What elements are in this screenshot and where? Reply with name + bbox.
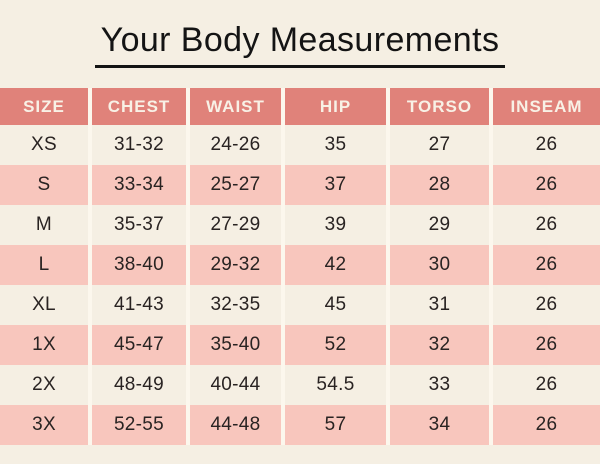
- cell-chest: 33-34: [92, 165, 186, 205]
- cell-size: M: [0, 205, 88, 245]
- cell-inseam: 26: [493, 245, 600, 285]
- cell-size: L: [0, 245, 88, 285]
- table-row-3x: 3X 52-55 44-48 57 34 26: [0, 405, 600, 445]
- cell-chest: 41-43: [92, 285, 186, 325]
- column-header-waist: WAIST: [190, 88, 281, 125]
- cell-size: S: [0, 165, 88, 205]
- cell-hip: 57: [285, 405, 386, 445]
- table-row-s: S 33-34 25-27 37 28 26: [0, 165, 600, 205]
- cell-size: XS: [0, 125, 88, 165]
- cell-torso: 32: [390, 325, 489, 365]
- title-area: Your Body Measurements: [0, 0, 600, 88]
- cell-torso: 33: [390, 365, 489, 405]
- cell-hip: 54.5: [285, 365, 386, 405]
- cell-chest: 48-49: [92, 365, 186, 405]
- column-header-inseam: INSEAM: [493, 88, 600, 125]
- table-row-l: L 38-40 29-32 42 30 26: [0, 245, 600, 285]
- table-header-row: SIZE CHEST WAIST HIP TORSO INSEAM: [0, 88, 600, 125]
- cell-inseam: 26: [493, 405, 600, 445]
- page-title: Your Body Measurements: [94, 21, 506, 68]
- measurements-table: SIZE CHEST WAIST HIP TORSO INSEAM XS 31-…: [0, 88, 600, 445]
- cell-torso: 29: [390, 205, 489, 245]
- cell-inseam: 26: [493, 165, 600, 205]
- cell-waist: 25-27: [190, 165, 281, 205]
- table-row-1x: 1X 45-47 35-40 52 32 26: [0, 325, 600, 365]
- table-row-2x: 2X 48-49 40-44 54.5 33 26: [0, 365, 600, 405]
- cell-chest: 45-47: [92, 325, 186, 365]
- cell-waist: 35-40: [190, 325, 281, 365]
- cell-hip: 42: [285, 245, 386, 285]
- cell-torso: 30: [390, 245, 489, 285]
- cell-chest: 35-37: [92, 205, 186, 245]
- cell-inseam: 26: [493, 365, 600, 405]
- table-row-xs: XS 31-32 24-26 35 27 26: [0, 125, 600, 165]
- cell-size: 1X: [0, 325, 88, 365]
- cell-inseam: 26: [493, 285, 600, 325]
- column-header-chest: CHEST: [92, 88, 186, 125]
- cell-hip: 45: [285, 285, 386, 325]
- cell-size: 3X: [0, 405, 88, 445]
- cell-hip: 39: [285, 205, 386, 245]
- cell-inseam: 26: [493, 205, 600, 245]
- cell-torso: 31: [390, 285, 489, 325]
- column-header-hip: HIP: [285, 88, 386, 125]
- cell-waist: 24-26: [190, 125, 281, 165]
- cell-waist: 29-32: [190, 245, 281, 285]
- cell-torso: 28: [390, 165, 489, 205]
- cell-inseam: 26: [493, 325, 600, 365]
- cell-chest: 31-32: [92, 125, 186, 165]
- table-row-xl: XL 41-43 32-35 45 31 26: [0, 285, 600, 325]
- cell-waist: 32-35: [190, 285, 281, 325]
- cell-hip: 37: [285, 165, 386, 205]
- table-row-m: M 35-37 27-29 39 29 26: [0, 205, 600, 245]
- cell-inseam: 26: [493, 125, 600, 165]
- cell-waist: 44-48: [190, 405, 281, 445]
- cell-size: XL: [0, 285, 88, 325]
- cell-torso: 27: [390, 125, 489, 165]
- column-header-size: SIZE: [0, 88, 88, 125]
- cell-size: 2X: [0, 365, 88, 405]
- cell-torso: 34: [390, 405, 489, 445]
- cell-waist: 40-44: [190, 365, 281, 405]
- cell-hip: 52: [285, 325, 386, 365]
- cell-hip: 35: [285, 125, 386, 165]
- cell-waist: 27-29: [190, 205, 281, 245]
- cell-chest: 52-55: [92, 405, 186, 445]
- cell-chest: 38-40: [92, 245, 186, 285]
- column-header-torso: TORSO: [390, 88, 489, 125]
